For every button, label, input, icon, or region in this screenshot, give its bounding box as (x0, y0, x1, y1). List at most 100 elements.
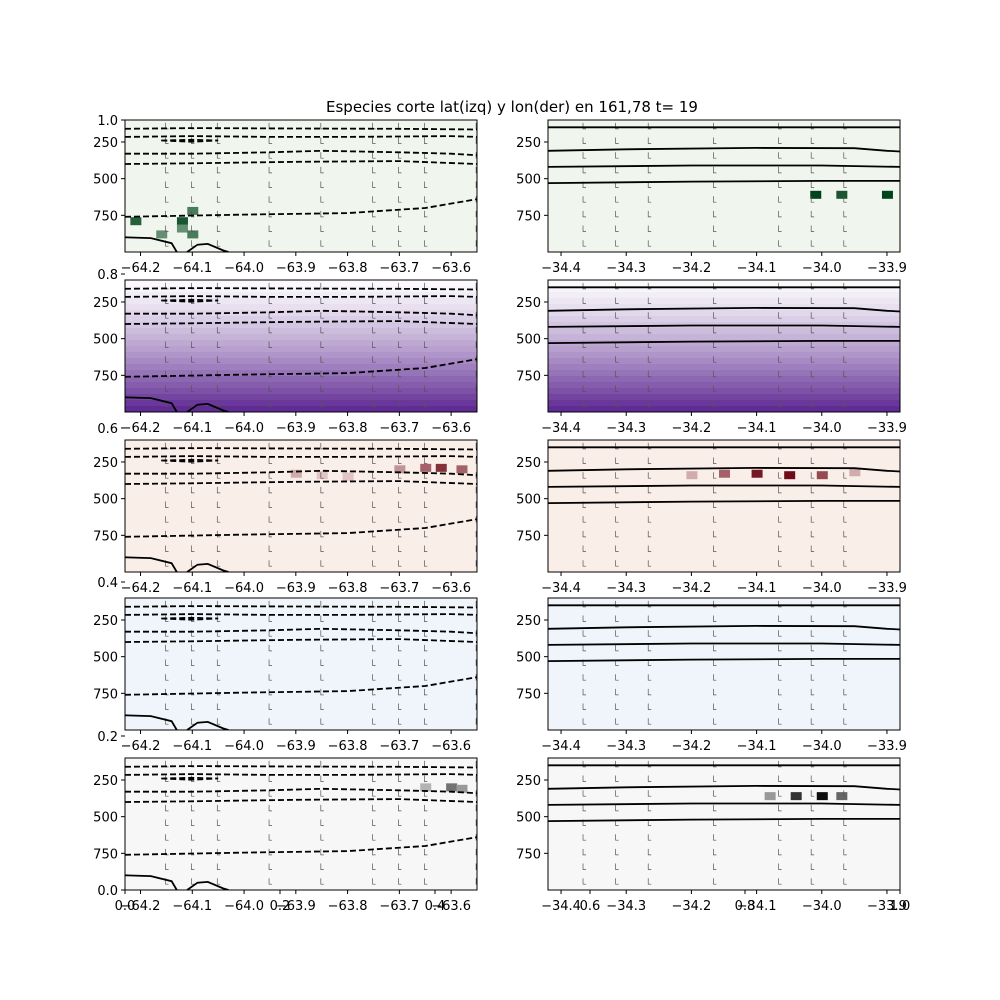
wind-barb (268, 166, 273, 174)
wind-barb (165, 196, 169, 203)
y-tick-label: 500 (516, 811, 541, 826)
wind-barb (191, 210, 195, 218)
data-cell (784, 471, 796, 480)
wind-barb (372, 644, 376, 652)
gradient-band (548, 304, 900, 311)
wind-barb (909, 516, 912, 522)
wind-barb (810, 312, 815, 319)
wind-barb (191, 688, 195, 696)
wind-barb (582, 122, 587, 130)
wind-barb (843, 137, 847, 144)
wind-barb (216, 297, 221, 304)
wind-barb (320, 122, 324, 130)
wind-barb (320, 674, 324, 681)
bg-y-tick-label: 0.0 (97, 884, 118, 899)
wind-barb (615, 312, 619, 319)
gradient-band (548, 316, 900, 323)
wind-barb (810, 630, 815, 637)
wind-barb (713, 703, 717, 710)
wind-barb (713, 457, 717, 464)
wind-barb (843, 659, 847, 666)
wind-barb (320, 370, 324, 378)
contour-line (125, 798, 477, 803)
contour-line (548, 658, 900, 662)
wind-barb (424, 225, 428, 232)
x-tick-label: −34.4 (541, 739, 581, 754)
wind-barb (647, 297, 652, 304)
wind-barb (216, 674, 221, 681)
wind-barb (778, 659, 782, 666)
wind-barb (165, 819, 169, 826)
wind-barb (778, 282, 782, 290)
wind-barb (320, 341, 324, 348)
y-tick-label: 500 (93, 493, 118, 508)
wind-barb (268, 312, 273, 319)
y-tick-label: 250 (93, 296, 118, 311)
data-cell (316, 471, 328, 480)
wind-barb (475, 834, 477, 841)
wind-barb (398, 356, 402, 363)
wind-barb (398, 225, 402, 232)
wind-barb (909, 864, 912, 870)
wind-barb (372, 718, 376, 725)
wind-barb (647, 688, 652, 696)
gradient-band (548, 328, 900, 335)
x-tick-label: −34.0 (802, 739, 842, 754)
panel-background (548, 440, 900, 572)
wind-barb (647, 385, 652, 392)
wind-barb (843, 674, 847, 681)
bg-y-tick-label: 0.2 (97, 730, 118, 745)
wind-barb (398, 457, 402, 464)
wind-barb (810, 790, 815, 797)
y-tick-label: 750 (93, 369, 118, 384)
wind-barb (810, 878, 815, 885)
x-tick-label: −64.0 (224, 899, 264, 914)
wind-barb (424, 400, 428, 407)
wind-barb (475, 530, 477, 538)
contour-solid (125, 874, 178, 890)
bg-x-tick-label: 0.8 (735, 899, 756, 914)
wind-barb (713, 442, 717, 450)
wind-barb (778, 370, 782, 378)
gradient-band (125, 394, 477, 401)
wind-barb (320, 819, 324, 826)
contour-line (125, 309, 477, 317)
x-tick-label: −63.8 (328, 581, 368, 596)
wind-barb (909, 820, 912, 826)
panel-frame (124, 439, 478, 573)
y-tick-label: 250 (93, 456, 118, 471)
wind-barb (647, 166, 652, 174)
wind-barb (268, 137, 273, 144)
data-cell (342, 472, 354, 481)
wind-barb (165, 225, 169, 232)
contour-line (125, 295, 477, 298)
gradient-band (548, 376, 900, 383)
wind-barb (843, 530, 847, 538)
wind-barb (398, 834, 402, 841)
wind-barb (216, 688, 221, 696)
wind-barb (810, 297, 815, 304)
wind-barb (909, 776, 912, 782)
wind-barb (810, 516, 815, 523)
wind-barb (909, 704, 912, 710)
wind-barb (713, 760, 717, 768)
wind-barb (713, 615, 717, 622)
wind-barb (843, 834, 847, 841)
wind-barb (372, 370, 376, 378)
wind-barb (268, 630, 273, 637)
contour-line (125, 787, 477, 795)
wind-barb (191, 674, 195, 681)
wind-barb (398, 326, 402, 334)
contour-line (125, 287, 477, 291)
wind-barb (647, 137, 652, 144)
wind-barb (843, 282, 847, 290)
y-tick-label: 500 (93, 651, 118, 666)
wind-barb (843, 122, 847, 130)
bg-y-tick-label: 0.8 (97, 268, 118, 283)
wind-barb (424, 819, 428, 826)
wind-barb (647, 516, 652, 523)
x-tick-label: −63.7 (379, 739, 419, 754)
wind-barb (424, 385, 428, 392)
contour-line (125, 469, 477, 477)
wind-barb (647, 122, 652, 130)
